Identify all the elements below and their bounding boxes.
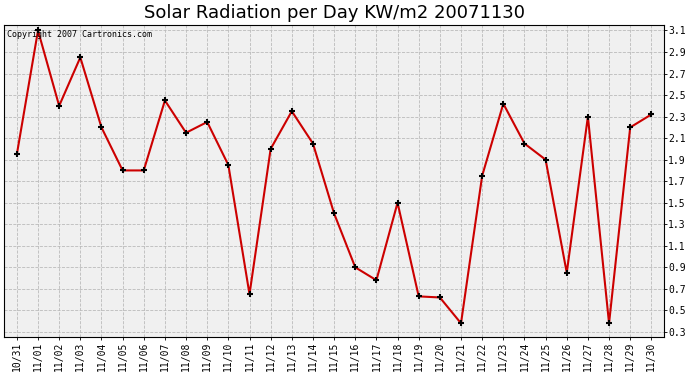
Text: Copyright 2007 Cartronics.com: Copyright 2007 Cartronics.com [8,30,152,39]
Title: Solar Radiation per Day KW/m2 20071130: Solar Radiation per Day KW/m2 20071130 [144,4,524,22]
